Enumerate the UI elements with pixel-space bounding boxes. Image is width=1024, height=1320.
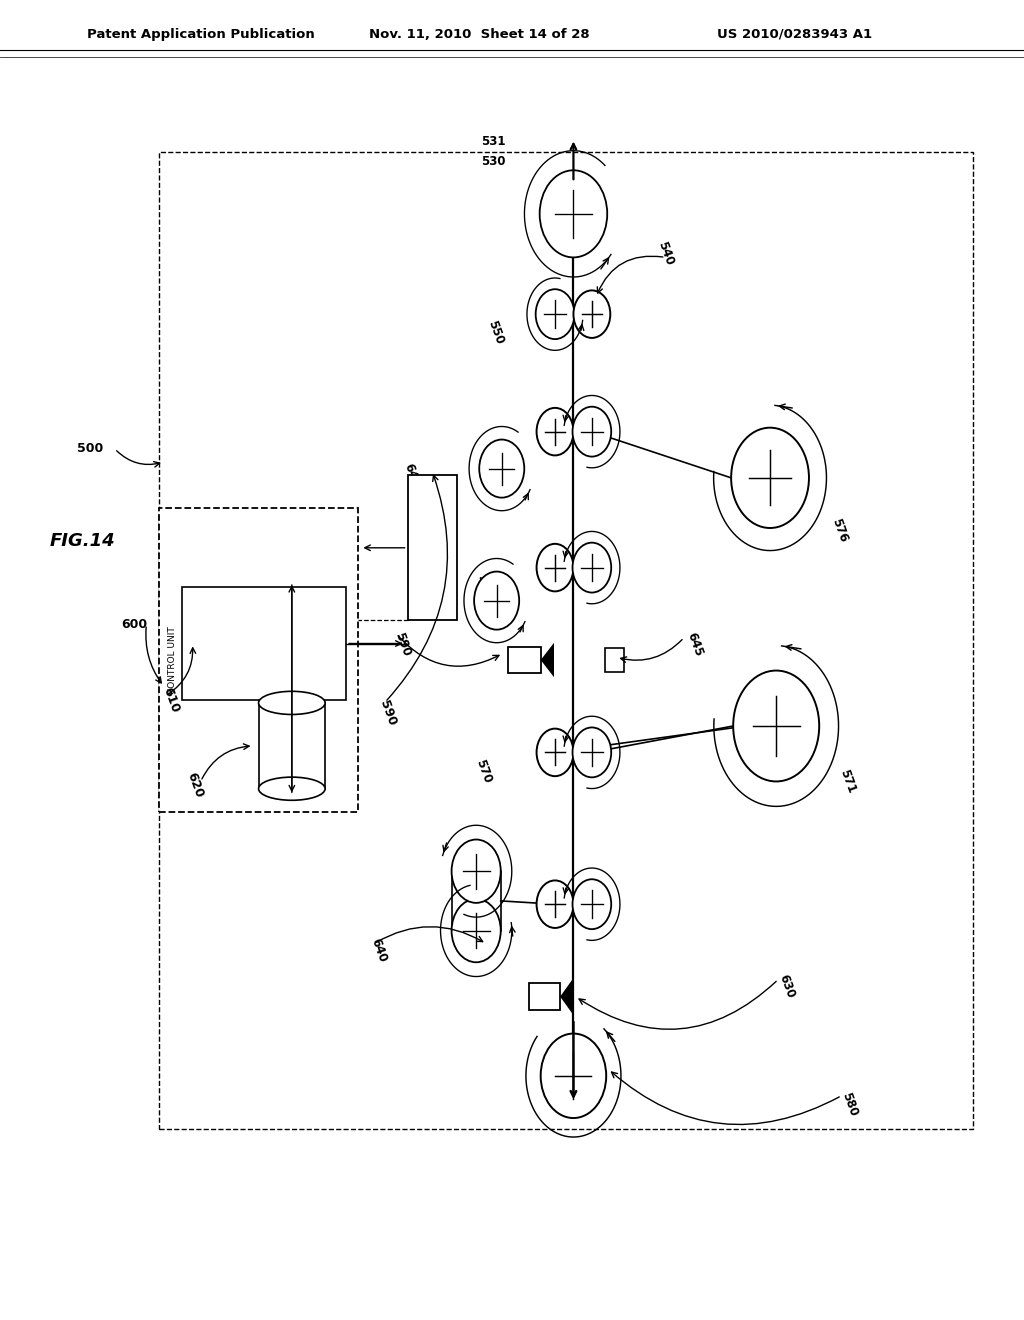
Text: INFORMATION
PROCESSING
DEVICE: INFORMATION PROCESSING DEVICE bbox=[238, 628, 291, 659]
Circle shape bbox=[479, 440, 524, 498]
Text: 600: 600 bbox=[121, 618, 147, 631]
Text: 620: 620 bbox=[184, 771, 206, 800]
Circle shape bbox=[733, 671, 819, 781]
Circle shape bbox=[452, 899, 501, 962]
Text: 645: 645 bbox=[684, 631, 705, 657]
FancyBboxPatch shape bbox=[159, 508, 358, 812]
Circle shape bbox=[731, 428, 809, 528]
Circle shape bbox=[572, 407, 611, 457]
Text: 640: 640 bbox=[369, 937, 389, 964]
Circle shape bbox=[541, 1034, 606, 1118]
Text: 531: 531 bbox=[481, 135, 506, 148]
Circle shape bbox=[540, 170, 607, 257]
Text: 570: 570 bbox=[473, 758, 494, 784]
Text: 630: 630 bbox=[776, 973, 797, 999]
Ellipse shape bbox=[258, 777, 326, 800]
Text: 560: 560 bbox=[474, 573, 495, 599]
Text: 576: 576 bbox=[829, 517, 850, 544]
Circle shape bbox=[537, 408, 573, 455]
Circle shape bbox=[572, 543, 611, 593]
Circle shape bbox=[537, 544, 573, 591]
Text: 590: 590 bbox=[392, 631, 413, 657]
Text: 540: 540 bbox=[655, 240, 676, 267]
Text: US 2010/0283943 A1: US 2010/0283943 A1 bbox=[717, 28, 871, 41]
FancyBboxPatch shape bbox=[182, 587, 346, 700]
Text: 575: 575 bbox=[485, 438, 506, 465]
Text: 580: 580 bbox=[840, 1092, 860, 1118]
Text: IMAGE
READING
UNIT: IMAGE READING UNIT bbox=[415, 533, 450, 562]
Text: FIG.14: FIG.14 bbox=[49, 532, 115, 550]
Circle shape bbox=[572, 727, 611, 777]
FancyBboxPatch shape bbox=[529, 983, 560, 1010]
Text: 550: 550 bbox=[485, 319, 506, 346]
Circle shape bbox=[452, 840, 501, 903]
Text: 590: 590 bbox=[377, 698, 398, 727]
Text: 500: 500 bbox=[77, 442, 103, 455]
Circle shape bbox=[537, 880, 573, 928]
Circle shape bbox=[573, 290, 610, 338]
FancyBboxPatch shape bbox=[258, 704, 325, 789]
Circle shape bbox=[537, 729, 573, 776]
Text: 530: 530 bbox=[481, 154, 506, 168]
Ellipse shape bbox=[258, 692, 326, 714]
Circle shape bbox=[572, 879, 611, 929]
FancyBboxPatch shape bbox=[605, 648, 624, 672]
Polygon shape bbox=[541, 643, 554, 677]
FancyBboxPatch shape bbox=[408, 475, 457, 620]
Circle shape bbox=[536, 289, 574, 339]
Text: 571: 571 bbox=[838, 768, 858, 795]
Text: Patent Application Publication: Patent Application Publication bbox=[87, 28, 314, 41]
Text: 646: 646 bbox=[401, 462, 422, 488]
Text: Nov. 11, 2010  Sheet 14 of 28: Nov. 11, 2010 Sheet 14 of 28 bbox=[369, 28, 589, 41]
Text: 610: 610 bbox=[161, 685, 182, 714]
Polygon shape bbox=[560, 979, 572, 1014]
Text: STORAGE
DEVICE: STORAGE DEVICE bbox=[273, 737, 310, 755]
FancyBboxPatch shape bbox=[508, 647, 541, 673]
Circle shape bbox=[474, 572, 519, 630]
Text: CONTROL UNIT: CONTROL UNIT bbox=[168, 626, 176, 694]
